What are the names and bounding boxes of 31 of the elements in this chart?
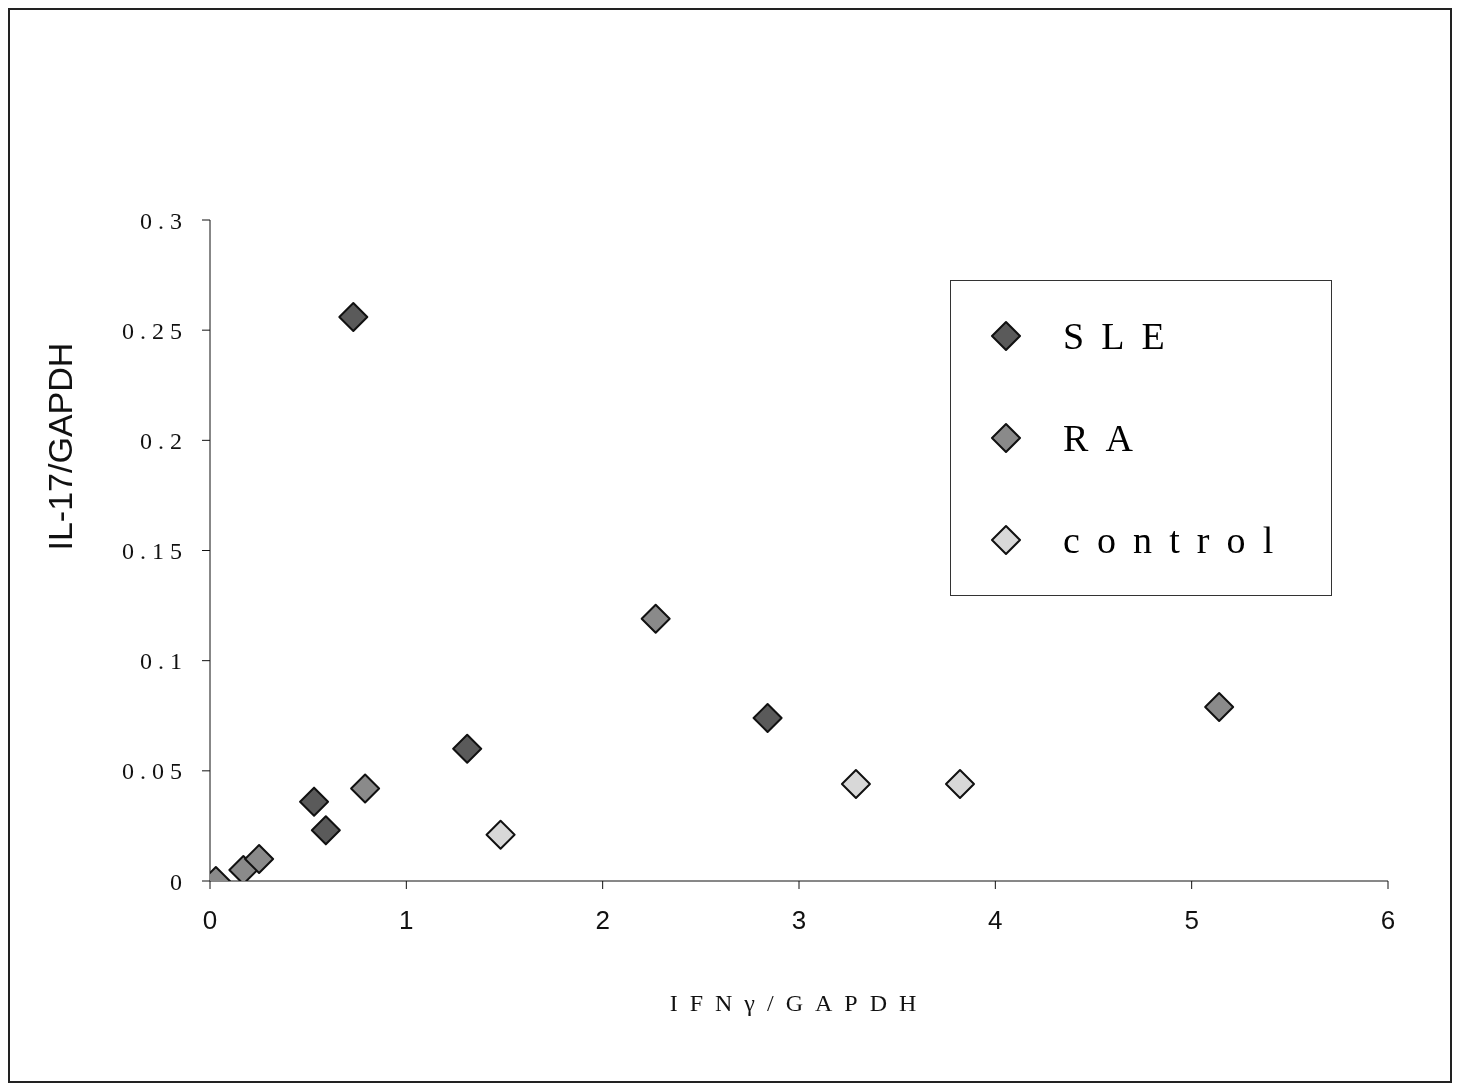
point xyxy=(299,786,330,817)
y-tick-label: 0 . 3 xyxy=(140,207,182,234)
point xyxy=(244,843,275,874)
point xyxy=(452,733,483,764)
legend-label: RA xyxy=(1063,416,1150,460)
x-tick-label: 2 xyxy=(595,905,610,936)
x-tick-label: 6 xyxy=(1380,905,1396,936)
x-tick-label: 1 xyxy=(399,905,414,936)
x-tick-label: 5 xyxy=(1184,905,1199,936)
y-tick-label: 0 . 2 xyxy=(140,427,182,454)
x-tick-label: 3 xyxy=(791,905,807,936)
y-tick-label: 0 . 2 5 xyxy=(122,317,182,344)
legend-label: control xyxy=(1063,518,1291,562)
x-tick-label: 0 xyxy=(202,905,218,936)
point xyxy=(944,769,975,800)
point xyxy=(310,815,341,846)
point xyxy=(350,773,381,804)
point xyxy=(840,769,871,800)
y-tick-label: 0 . 1 xyxy=(140,648,182,675)
point xyxy=(338,301,369,332)
x-axis-title: IFNγ/GAPDH xyxy=(669,990,929,1016)
y-axis-title: IL-17/GAPDH xyxy=(41,342,80,551)
point xyxy=(1204,691,1235,722)
x-tick-label: 4 xyxy=(988,905,1003,936)
legend-label: SLE xyxy=(1063,314,1182,358)
y-tick-label: 0 xyxy=(170,868,182,895)
y-tick-label: 0 . 0 5 xyxy=(122,758,182,785)
y-tick-label: 0 . 1 5 xyxy=(122,538,182,565)
point xyxy=(485,819,516,850)
point xyxy=(640,603,671,634)
point xyxy=(752,702,783,733)
